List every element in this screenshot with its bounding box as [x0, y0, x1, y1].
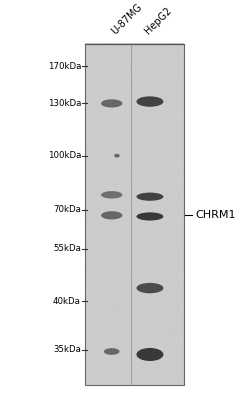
Text: 100kDa: 100kDa [47, 151, 81, 160]
Text: 70kDa: 70kDa [53, 205, 81, 214]
Text: U-87MG: U-87MG [109, 2, 144, 36]
Text: 130kDa: 130kDa [47, 99, 81, 108]
Text: CHRM1: CHRM1 [195, 210, 236, 220]
Bar [85, 44, 184, 385]
Text: 40kDa: 40kDa [53, 297, 81, 306]
Text: 170kDa: 170kDa [47, 62, 81, 71]
Ellipse shape [101, 99, 122, 108]
Ellipse shape [136, 212, 163, 220]
Ellipse shape [136, 96, 163, 107]
Ellipse shape [101, 211, 122, 220]
Text: HepG2: HepG2 [143, 6, 174, 36]
Ellipse shape [136, 283, 163, 293]
Ellipse shape [136, 192, 163, 201]
Ellipse shape [104, 348, 120, 355]
Text: 35kDa: 35kDa [53, 345, 81, 354]
Ellipse shape [101, 191, 122, 198]
Text: 55kDa: 55kDa [53, 244, 81, 254]
Ellipse shape [114, 154, 120, 158]
Ellipse shape [136, 348, 163, 361]
